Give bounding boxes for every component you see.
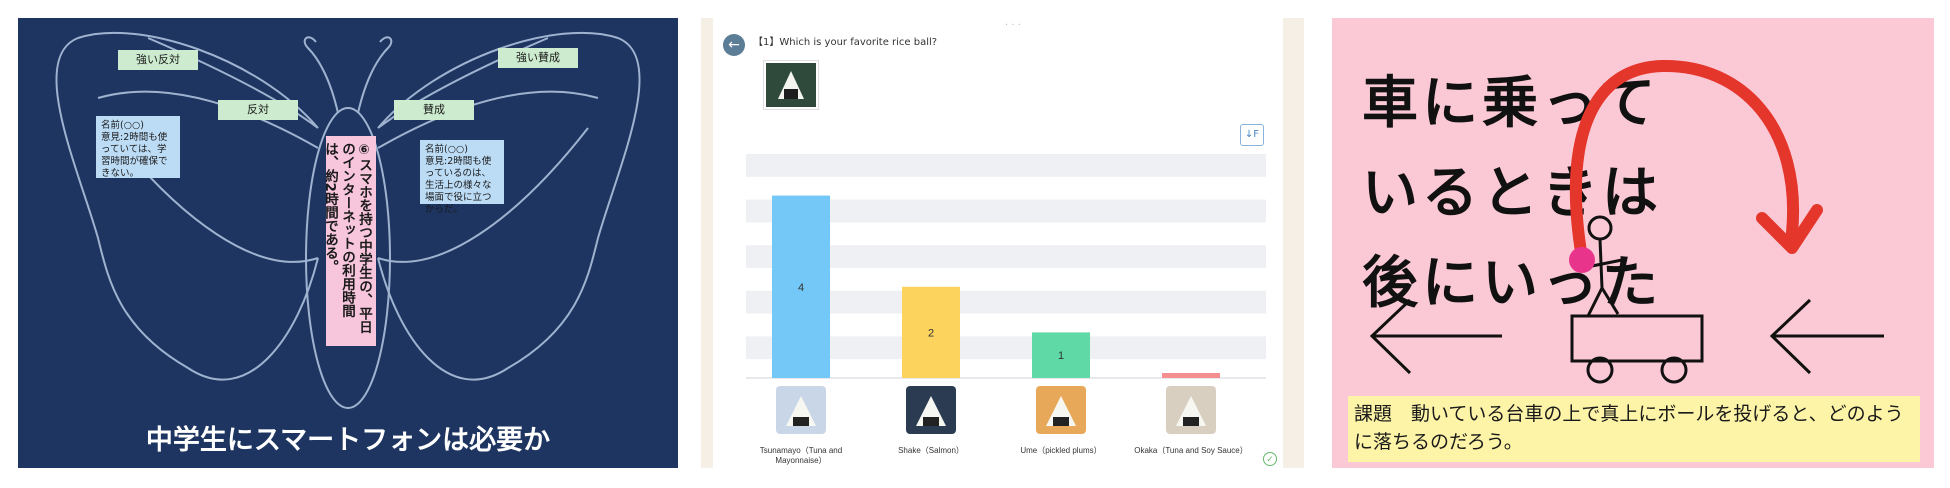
- whiteboard-panel: 車に乗って いるときは 後にいった 課題 動いて: [1332, 18, 1934, 468]
- category-label: Shake（Salmon）: [898, 446, 964, 455]
- handwriting-line-2: いるときは: [1362, 160, 1662, 226]
- tag-strong-oppose: 強い反対: [118, 50, 198, 70]
- category-label: Ume（pickled plums）: [1020, 446, 1102, 455]
- handwriting-line-3: 後にいった: [1362, 250, 1662, 316]
- bar-value-label: 2: [928, 327, 934, 339]
- bar: [772, 195, 830, 378]
- arrow-left-icon: [1369, 298, 1502, 375]
- grid-band: [746, 290, 1266, 314]
- tag-agree: 賛成: [394, 100, 474, 120]
- butterfly-chart-panel: 強い反対 反対 賛成 強い賛成 名前(○○) 意見:2時間も使っていては、学習時…: [18, 18, 678, 468]
- arrow-left-icon-2: [1769, 298, 1884, 375]
- bar-value-label: 4: [798, 282, 804, 294]
- trajectory-arrow-icon: [1570, 59, 1800, 264]
- question-title: 【1】Which is your favorite rice ball?: [753, 37, 938, 48]
- panel-title: 中学生にスマートフォンは必要か: [145, 425, 551, 456]
- grid-band: [746, 199, 1266, 223]
- rice-ball-image: [1036, 386, 1086, 434]
- grid-band: [746, 245, 1266, 268]
- person-icon: [1581, 215, 1623, 317]
- rice-ball-image: [906, 386, 956, 434]
- poll-results-panel: · · · ← 【1】Which is your favorite rice b…: [701, 18, 1304, 468]
- ball-icon: [1569, 247, 1595, 273]
- check-icon: ✓: [1263, 452, 1277, 466]
- rice-ball-image: [776, 386, 826, 434]
- bar-value-label: 1: [1058, 350, 1064, 362]
- opinion-note-right: 名前(○○) 意見:2時間も使っているのは、生活上の様々な場面で役に立つからだ。: [420, 140, 504, 215]
- cart-icon: [1570, 314, 1704, 384]
- rice-ball-icon: [766, 63, 816, 107]
- bar: [1162, 373, 1220, 378]
- question-image: [763, 60, 819, 110]
- sort-icon: ↓F: [1244, 129, 1260, 140]
- tag-strong-agree: 強い賛成: [498, 48, 578, 68]
- bar: [902, 286, 960, 378]
- opinion-note-left: 名前(○○) 意見:2時間も使っていては、学習時間が確保できない。: [96, 116, 180, 179]
- grid-band: [746, 336, 1266, 360]
- grid-band: [746, 154, 1266, 177]
- sort-button[interactable]: ↓F: [1240, 124, 1264, 146]
- task-statement: 課題 動いている台車の上で真上にボールを投げると、どのように落ちるのだろう。: [1348, 396, 1920, 462]
- back-button[interactable]: ←: [723, 34, 745, 56]
- category-label: Okaka（Tuna and Soy Sauce）: [1134, 446, 1248, 455]
- rice-ball-image: [1166, 386, 1216, 434]
- category-label: Tsunamayo（Tuna and Mayonnaise）: [759, 446, 843, 465]
- arrow-left-icon: ←: [728, 37, 740, 53]
- tag-oppose: 反対: [218, 100, 298, 120]
- bar-chart: 4 2 1: [746, 154, 1266, 379]
- cart-drawing: [1369, 59, 1884, 384]
- drag-handle[interactable]: · · ·: [1005, 20, 1021, 31]
- bar: [1032, 332, 1090, 378]
- poll-sheet: · · · ← 【1】Which is your favorite rice b…: [713, 18, 1283, 468]
- topic-statement: ⑥スマホを持つ中学生の、平日のインターネットの利用時間は、約2時間である。: [322, 136, 376, 346]
